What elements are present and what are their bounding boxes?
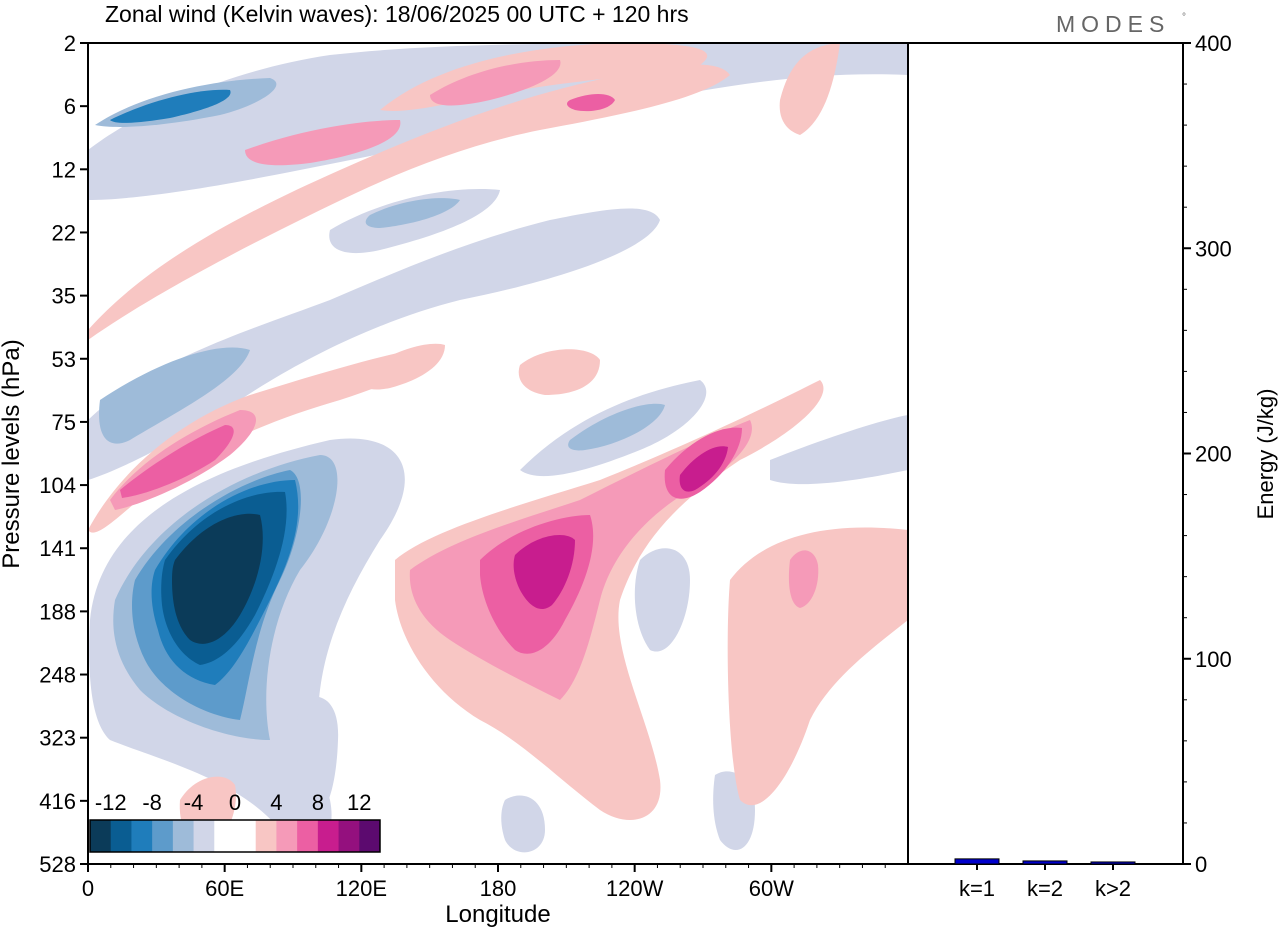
energy-bar-axes: 0 100 200 300 400 k=1 k=2 k>2: [907, 31, 1232, 901]
colorbar-tick-label: 12: [347, 790, 371, 815]
contour-neg-band: [770, 415, 908, 485]
colorbar-swatch: [214, 820, 236, 852]
colorbar-tick-label: -4: [184, 790, 204, 815]
energy-tick-label: 0: [1195, 852, 1207, 877]
contour-pos-band: [430, 60, 561, 106]
x-tick-label: 60W: [749, 876, 794, 901]
x-axis-label: Longitude: [445, 901, 550, 928]
colorbar-tick-label: 8: [312, 790, 324, 815]
feature-center-pos: [162, 479, 174, 491]
contour-pos-lower: [513, 535, 575, 610]
x-tick-label: 120E: [336, 876, 387, 901]
colorbar-swatch: [297, 820, 319, 852]
colorbar-tick-label: 4: [270, 790, 282, 815]
energy-tick-label: 200: [1195, 442, 1232, 467]
colorbar-swatch: [276, 820, 298, 852]
energy-frame: [907, 42, 1184, 865]
contour-pos-band: [120, 425, 234, 498]
brand-logo: MODES: [1056, 11, 1170, 37]
colorbar-swatch: [359, 820, 381, 852]
contour-neg-band: [634, 548, 690, 652]
y-tick-label: 141: [39, 536, 76, 561]
feature-center-pos: [572, 100, 584, 112]
contour-pos-lower: [518, 349, 600, 395]
colorbar-swatch: [235, 820, 257, 852]
brand-logo-mark: °: [1182, 12, 1186, 23]
y-tick-label: 2: [64, 31, 76, 56]
energy-axis-label: Energy (J/kg): [1253, 389, 1278, 520]
colorbar-swatch: [193, 820, 215, 852]
energy-bar: [1090, 861, 1136, 865]
energy-tick-label: 400: [1195, 31, 1232, 56]
y-tick-label: 35: [52, 284, 76, 309]
colorbar-swatch: [90, 820, 112, 852]
y-tick-label: 75: [52, 410, 76, 435]
contour-pos-band: [779, 43, 840, 135]
y-tick-label: 248: [39, 663, 76, 688]
contour-neg-band: [99, 347, 251, 444]
contour-pos-lower: [359, 343, 445, 390]
energy-bar: [1022, 860, 1068, 865]
y-tick-label: 188: [39, 599, 76, 624]
contour-neg-band: [501, 795, 545, 853]
colorbar-swatch: [131, 820, 153, 852]
contour-neg-band: [296, 696, 339, 817]
energy-tick-label: 300: [1195, 236, 1232, 261]
x-tick-label: 180: [480, 876, 517, 901]
feature-center-neg: [595, 416, 607, 428]
colorbar-frame: [89, 819, 381, 853]
energy-category-label: k=2: [1027, 876, 1063, 901]
contour-pos-band: [88, 64, 730, 341]
feature-center-neg: [128, 353, 140, 365]
colorbar-swatch: [110, 820, 132, 852]
energy-bar: [954, 858, 1000, 865]
contour-neg-band: [365, 198, 460, 228]
feature-center-neg: [196, 542, 208, 554]
x-tick-label: 0: [82, 876, 94, 901]
energy-category-label: k>2: [1095, 876, 1131, 901]
y-tick-label: 416: [39, 789, 76, 814]
contour-pos-lower: [679, 446, 728, 492]
y-tick-label: 104: [39, 473, 76, 498]
contour-neg-band: [568, 403, 665, 451]
x-tick-label: 60E: [205, 876, 244, 901]
feature-center-neg: [173, 100, 185, 112]
contour-pos-band: [567, 94, 615, 112]
y-tick-label: 53: [52, 347, 76, 372]
energy-category-label: k=1: [959, 876, 995, 901]
y-tick-label: 528: [39, 852, 76, 877]
x-tick-label: 120W: [606, 876, 664, 901]
y-tick-label: 6: [64, 94, 76, 119]
colorbar-swatch: [317, 820, 340, 852]
colorbar: -12 -8 -4 0 4 8 12: [89, 790, 381, 853]
y-tick-label: 12: [52, 157, 76, 182]
feature-center-pos: [663, 479, 675, 491]
contour-pos-lower: [395, 380, 824, 820]
feature-center-pos: [241, 163, 253, 175]
colorbar-swatch: [172, 820, 195, 852]
colorbar-tick-label: 0: [229, 790, 241, 815]
contour-pos-band: [245, 120, 401, 166]
feature-center-pos: [515, 542, 527, 554]
y-tick-label: 323: [39, 726, 76, 751]
contour-pos-lower: [727, 527, 908, 806]
chart-title: Zonal wind (Kelvin waves): 18/06/2025 00…: [105, 1, 689, 27]
contour-neg-band: [110, 89, 231, 123]
energy-tick-label: 100: [1195, 647, 1232, 672]
colorbar-swatch: [338, 820, 360, 852]
contour-pos-lower: [788, 550, 819, 608]
contour-neg-core: [172, 513, 263, 644]
feature-center-neg: [298, 226, 310, 238]
contour-pos-band: [88, 345, 442, 533]
colorbar-tick-label: -12: [95, 790, 127, 815]
y-axis-label: Pressure levels (hPa): [0, 339, 25, 568]
y-tick-label: 22: [52, 220, 76, 245]
contour-neg-band: [88, 208, 660, 480]
colorbar-swatch: [255, 820, 277, 852]
colorbar-swatch: [152, 820, 174, 852]
colorbar-tick-label: -8: [142, 790, 162, 815]
hovmoller-heatmap: [88, 43, 908, 853]
